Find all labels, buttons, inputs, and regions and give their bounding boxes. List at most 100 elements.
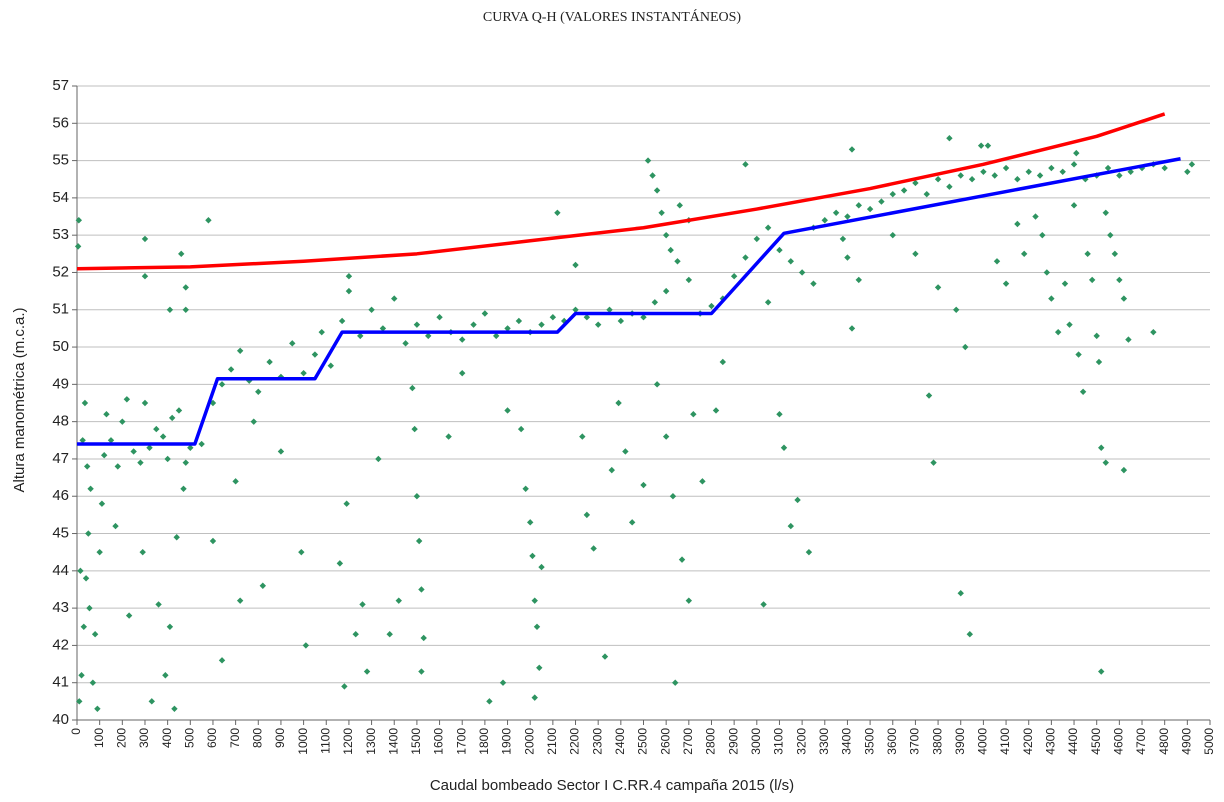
x-tick-label: 1400 [386, 728, 400, 755]
scatter-point [538, 563, 545, 571]
scatter-point [123, 396, 131, 403]
scatter-point [148, 698, 155, 705]
scatter-point [137, 459, 144, 466]
scatter-point [74, 243, 82, 250]
scatter-point [413, 493, 421, 500]
scatter-point [1138, 164, 1146, 172]
x-tick-label: 4100 [998, 728, 1012, 755]
scatter-point [436, 314, 443, 321]
scatter-point [80, 623, 87, 630]
scatter-point [1184, 168, 1191, 175]
scatter-point [957, 172, 964, 179]
scatter-point [980, 168, 987, 175]
x-tick-label: 2900 [726, 728, 740, 755]
line [76, 112, 1166, 271]
x-tick-label: 1900 [500, 728, 514, 755]
scatter-point [1104, 164, 1112, 172]
scatter-point [368, 306, 375, 313]
scatter-point [1084, 250, 1091, 258]
scatter-point [327, 362, 334, 369]
scatter-point [1120, 295, 1128, 302]
scatter-point [486, 698, 493, 705]
scatter-point [103, 410, 110, 418]
scatter-point [776, 410, 783, 418]
scatter-point [182, 306, 189, 313]
scatter-point [1070, 202, 1078, 209]
scatter-point [848, 325, 856, 332]
scatter-point [1061, 280, 1069, 287]
scatter-point [536, 664, 543, 671]
scatter-point [839, 235, 847, 243]
scatter-point [107, 437, 115, 444]
scatter-point [250, 418, 257, 425]
scatter-point [75, 217, 83, 224]
x-tick-label: 4700 [1134, 728, 1148, 755]
scatter-point [311, 351, 319, 358]
scatter-point [866, 205, 874, 213]
scatter-point [94, 705, 101, 713]
scatter-point [205, 217, 212, 224]
x-tick-label: 4300 [1044, 728, 1058, 755]
y-tick-label: 57 [52, 77, 69, 94]
scatter-point [912, 250, 919, 258]
x-tick-label: 100 [92, 728, 106, 748]
scatter-point [1082, 176, 1089, 183]
scatter-point [341, 683, 348, 690]
scatter-point [662, 433, 670, 440]
scatter-point [266, 358, 273, 366]
scatter-point [89, 679, 97, 686]
scatter-point [764, 224, 772, 231]
y-tick-label: 53 [52, 226, 69, 243]
x-tick-label: 2200 [568, 728, 582, 755]
scatter-point [402, 340, 409, 347]
scatter-point [676, 202, 683, 209]
scatter-point [957, 590, 964, 597]
scatter-point [640, 314, 647, 321]
scatter-point [76, 698, 83, 705]
scatter-point [622, 448, 629, 455]
scatter-point [889, 231, 896, 239]
scatter-point [579, 433, 586, 440]
x-tick-label: 2600 [658, 728, 672, 755]
scatter-point [925, 392, 933, 399]
y-tick-label: 41 [52, 674, 69, 691]
scatter-point [411, 425, 418, 433]
scatter-point [1039, 231, 1046, 239]
scatter-point [1107, 231, 1114, 239]
scatter-point [359, 601, 366, 608]
scatter-point [855, 202, 862, 209]
x-tick-label: 4500 [1089, 728, 1103, 755]
scatter-point [100, 452, 108, 459]
scatter-point [821, 217, 828, 224]
scatter-point [1098, 444, 1105, 451]
scatter-point [760, 601, 767, 608]
y-tick-label: 51 [52, 301, 69, 318]
scatter-point [1043, 269, 1051, 276]
scatter-point [420, 634, 427, 642]
scatter-point [459, 369, 466, 377]
scatter-point [166, 306, 174, 313]
scatter-point [82, 575, 90, 582]
scatter-point [991, 172, 998, 179]
scatter-point [712, 407, 720, 414]
scatter-point [1014, 176, 1021, 183]
scatter-point [352, 631, 359, 638]
scatter-point [900, 187, 908, 194]
scatter-point [425, 332, 432, 340]
x-tick-label: 4900 [1180, 728, 1194, 755]
scatter-point [112, 522, 119, 530]
scatter-point [515, 317, 523, 325]
scatter-point [139, 548, 146, 556]
x-tick-label: 1200 [341, 728, 355, 755]
x-tick-label: 2400 [613, 728, 627, 755]
x-tick-label: 1300 [364, 728, 378, 755]
scatter-point [583, 511, 591, 519]
x-tick-label: 3200 [794, 728, 808, 755]
scatter-point [946, 135, 953, 142]
scatter-point [966, 631, 974, 638]
scatter-point [690, 410, 697, 418]
scatter-point [522, 485, 529, 492]
scatter-point [481, 310, 489, 317]
y-tick-label: 42 [52, 636, 69, 653]
scatter-point [1150, 328, 1157, 336]
